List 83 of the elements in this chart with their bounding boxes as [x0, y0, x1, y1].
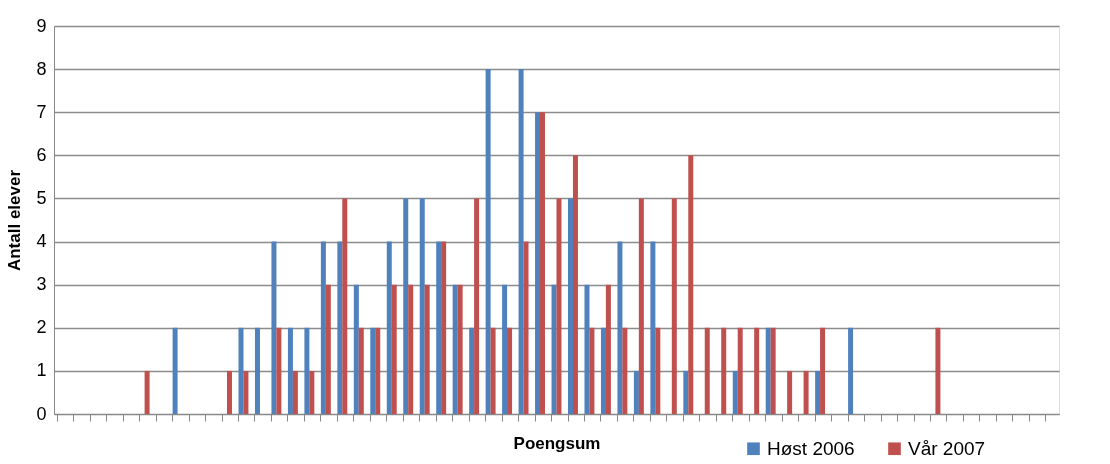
bar [732, 370, 738, 414]
bar [848, 327, 854, 414]
bar [803, 370, 809, 414]
bar [584, 284, 590, 414]
bar [671, 198, 677, 414]
bar [403, 198, 409, 414]
bar [144, 370, 150, 414]
y-tick-label: 4 [36, 231, 47, 252]
bar [243, 370, 249, 414]
bar [441, 241, 447, 414]
y-tick-label: 2 [36, 317, 47, 338]
bar [535, 112, 541, 414]
bar [238, 327, 244, 414]
y-tick-label: 9 [36, 15, 47, 36]
y-tick-label: 5 [36, 187, 47, 208]
bar [457, 284, 463, 414]
bar [304, 327, 310, 414]
bar [622, 327, 628, 414]
y-tick-label: 3 [36, 274, 47, 295]
bar [490, 327, 496, 414]
y-tick-label: 6 [36, 144, 47, 165]
bar [386, 241, 392, 414]
bar [309, 370, 315, 414]
bar [254, 327, 260, 414]
bar [704, 327, 710, 414]
bar [600, 327, 606, 414]
bar [820, 327, 826, 414]
bar [292, 370, 298, 414]
bar [518, 69, 524, 414]
bar [474, 198, 480, 414]
bar [638, 198, 644, 414]
bar [424, 284, 430, 414]
bar [271, 241, 277, 414]
y-axis-title: Antall elever [5, 169, 25, 272]
bar [770, 327, 776, 414]
y-tick-label: 7 [36, 101, 47, 122]
bar [469, 327, 475, 414]
bar [452, 284, 458, 414]
bar [507, 327, 513, 414]
bar [935, 327, 941, 414]
bar [375, 327, 381, 414]
y-tick-label: 1 [36, 360, 47, 381]
bar [787, 370, 793, 414]
bar [688, 155, 694, 414]
bar [370, 327, 376, 414]
bar [540, 112, 545, 414]
y-tick-label: 0 [36, 403, 47, 424]
bar [568, 198, 573, 414]
bar [353, 284, 359, 414]
bar [683, 370, 689, 414]
bar [325, 284, 331, 414]
bar [226, 370, 232, 414]
legend-label: Vår 2007 [908, 437, 986, 459]
legend-label: Høst 2006 [767, 437, 855, 459]
bar [650, 241, 656, 414]
bar [633, 370, 639, 414]
bar [523, 241, 529, 414]
x-axis-title: Poengsum [513, 434, 601, 453]
bar [485, 69, 491, 414]
bar [815, 370, 821, 414]
bar [320, 241, 326, 414]
bar [737, 327, 743, 414]
bar [337, 241, 343, 414]
bar [502, 284, 508, 414]
bar [617, 241, 623, 414]
bar [419, 198, 425, 414]
bar [172, 327, 178, 414]
bar [572, 155, 578, 414]
bar [436, 241, 442, 414]
bar [556, 198, 562, 414]
bar [721, 327, 727, 414]
bar [408, 284, 414, 414]
bar [655, 327, 661, 414]
bar [605, 284, 611, 414]
bar [276, 327, 282, 414]
bar [754, 327, 760, 414]
bar [287, 327, 293, 414]
bar [342, 198, 348, 414]
bar [589, 327, 595, 414]
bar [765, 327, 771, 414]
y-tick-label: 8 [36, 58, 47, 79]
bar [391, 284, 397, 414]
bar [358, 327, 364, 414]
